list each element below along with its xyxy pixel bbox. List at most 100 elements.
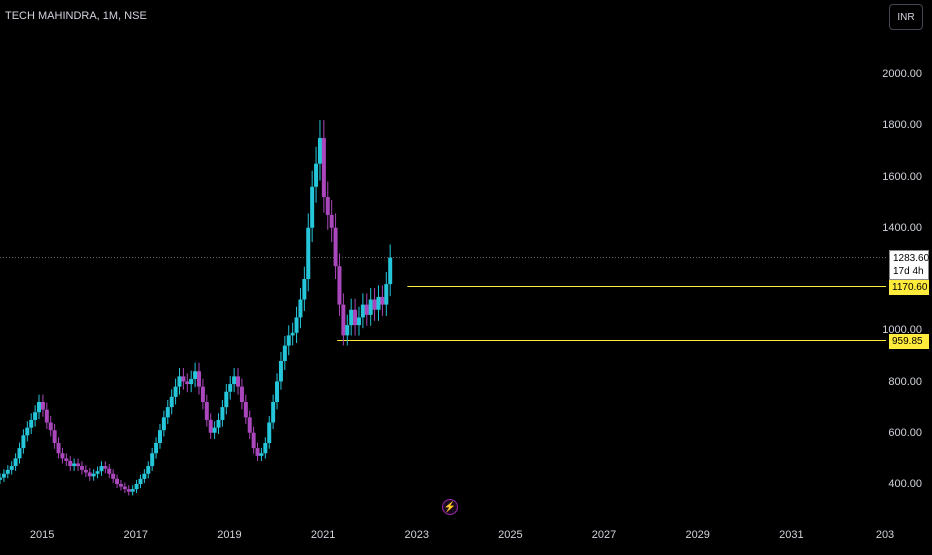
lightning-icon[interactable]: ⚡ xyxy=(442,499,458,515)
candle-body xyxy=(0,477,2,480)
candle-body xyxy=(356,317,361,326)
candle-body xyxy=(185,381,190,385)
candle-body xyxy=(25,427,30,436)
candle-body xyxy=(150,453,155,467)
last-price-value: 1283.60 xyxy=(893,253,930,264)
candle-body xyxy=(278,361,283,382)
candle-body xyxy=(243,402,248,418)
candle-body xyxy=(9,466,14,470)
level-price-tag: 1170.60 xyxy=(889,279,929,295)
candle-body xyxy=(173,386,178,397)
candle-body xyxy=(37,402,42,413)
candle-body xyxy=(325,197,330,215)
candle-body xyxy=(345,325,350,336)
candle-body xyxy=(376,296,381,310)
candle-body xyxy=(107,468,112,474)
candle-body xyxy=(251,432,256,449)
candle-body xyxy=(138,478,143,484)
candle-body xyxy=(321,138,326,197)
candle-body xyxy=(17,448,22,459)
x-tick-label: 2017 xyxy=(123,529,149,541)
candle-body xyxy=(216,419,221,428)
y-tick-label: 1600.00 xyxy=(882,170,922,183)
candle-body xyxy=(298,299,303,318)
candle-body xyxy=(212,427,217,433)
x-tick-label: 2025 xyxy=(498,529,523,541)
candle-body xyxy=(72,463,77,467)
y-tick-label: 600.00 xyxy=(888,426,922,439)
candle-body xyxy=(157,430,162,443)
candle-body xyxy=(103,466,108,469)
candle-body xyxy=(208,419,213,433)
candle-body xyxy=(294,317,299,333)
candle-body xyxy=(353,309,358,326)
candle-body xyxy=(271,402,276,423)
symbol-title: TECH MAHINDRA, 1M, NSE xyxy=(5,10,147,22)
candle-body xyxy=(337,266,342,305)
candle-body xyxy=(134,484,139,490)
candle-body xyxy=(329,214,334,228)
candle-body xyxy=(161,417,166,431)
candle-body xyxy=(290,332,295,336)
candle-body xyxy=(282,345,287,361)
candle-body xyxy=(177,376,182,387)
candle-body xyxy=(341,304,346,336)
x-tick-label: 2015 xyxy=(29,529,55,541)
candle-body xyxy=(204,402,209,420)
bar-countdown: 17d 4h xyxy=(893,266,924,277)
last-price-tag: 1283.60 17d 4h xyxy=(889,250,929,280)
candle-body xyxy=(349,309,354,326)
candle-body xyxy=(111,473,116,479)
candle-body xyxy=(115,478,120,484)
candle-body xyxy=(236,376,241,387)
candle-body xyxy=(21,435,26,449)
candle-body xyxy=(118,484,123,487)
candle-body xyxy=(83,469,88,473)
candle-body xyxy=(68,460,73,467)
x-tick-label: 2029 xyxy=(685,529,710,541)
y-tick-label: 1000.00 xyxy=(882,324,922,337)
candle-body xyxy=(181,376,186,382)
candle-body xyxy=(56,443,61,454)
candle-body xyxy=(263,443,268,454)
candle-body xyxy=(368,299,373,315)
candle-body xyxy=(60,453,65,459)
candle-body xyxy=(228,384,233,392)
candle-body xyxy=(5,469,10,474)
currency-button[interactable]: INR xyxy=(889,4,923,30)
candle-body xyxy=(1,473,6,478)
candle-body xyxy=(306,227,311,279)
candle-body xyxy=(169,396,174,408)
candle-body xyxy=(220,407,225,420)
x-tick-label: 203 xyxy=(875,529,895,541)
candle-body xyxy=(302,279,307,300)
candle-body xyxy=(255,448,260,456)
candle-body xyxy=(239,386,244,402)
y-tick-label: 400.00 xyxy=(888,478,922,490)
y-tick-label: 2000.00 xyxy=(882,68,922,80)
candle-body xyxy=(275,381,280,402)
candle-body xyxy=(91,473,96,477)
candle-body xyxy=(126,489,131,492)
candle-body xyxy=(372,299,377,310)
candle-body xyxy=(87,472,92,477)
candle-body xyxy=(122,486,127,490)
candle-body xyxy=(286,335,291,346)
candle-body xyxy=(64,458,69,461)
x-tick-label: 2019 xyxy=(217,529,242,541)
candle-body xyxy=(333,227,338,267)
x-tick-label: 2027 xyxy=(591,529,617,541)
candle-body xyxy=(165,407,170,418)
candle-body xyxy=(52,430,57,443)
x-tick-label: 2023 xyxy=(404,529,429,541)
candle-body xyxy=(130,489,135,492)
candle-body xyxy=(99,466,104,472)
candle-body xyxy=(200,386,205,402)
candle-body xyxy=(388,257,393,285)
candle-body xyxy=(193,371,198,379)
candle-body xyxy=(142,473,147,479)
candle-body xyxy=(384,284,389,305)
candle-body xyxy=(95,471,100,474)
